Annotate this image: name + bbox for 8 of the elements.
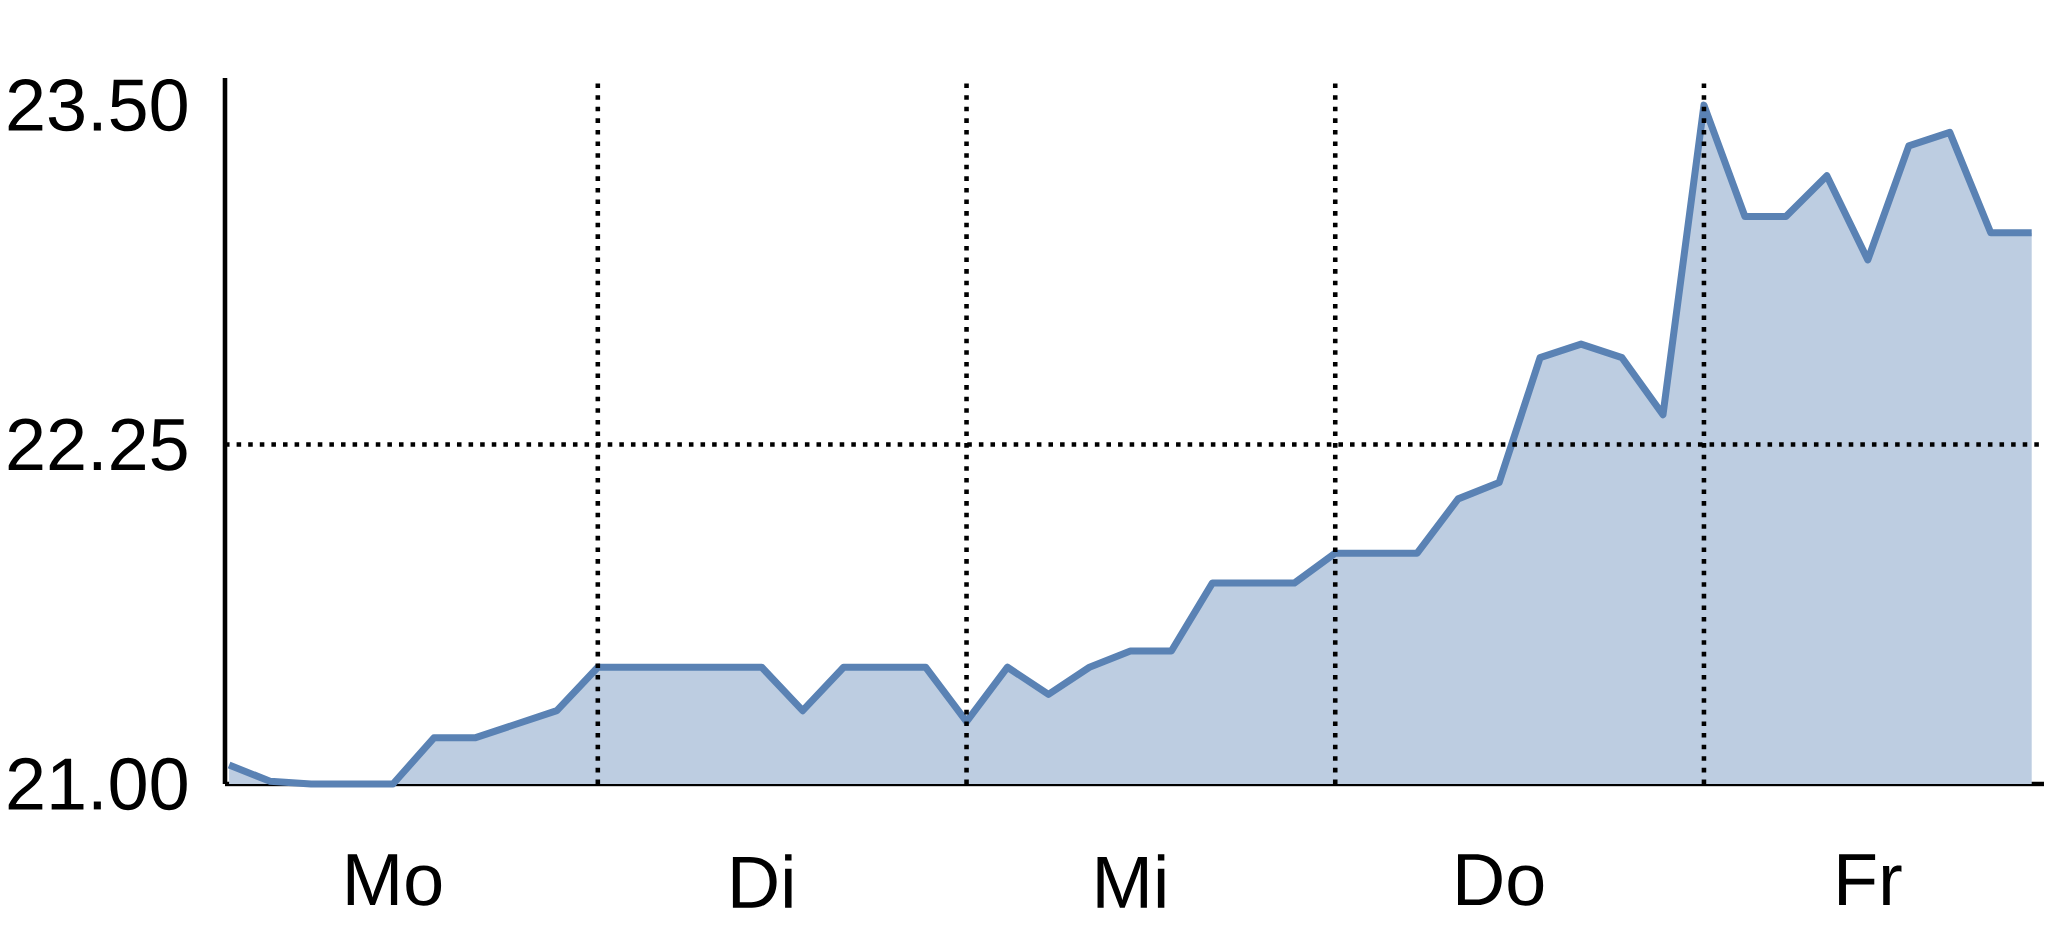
- x-tick-label: Do: [1458, 854, 1544, 906]
- x-tick-label: Di: [732, 854, 792, 908]
- y-tick-label: 22.25: [8, 418, 187, 471]
- x-tick-label: Mi: [1097, 854, 1165, 908]
- x-tick-label: Fr: [1839, 854, 1902, 906]
- y-tick-label: 23.50: [8, 79, 187, 132]
- x-tick-label: Mo: [347, 854, 442, 906]
- y-tick-label: 21.00: [8, 757, 187, 811]
